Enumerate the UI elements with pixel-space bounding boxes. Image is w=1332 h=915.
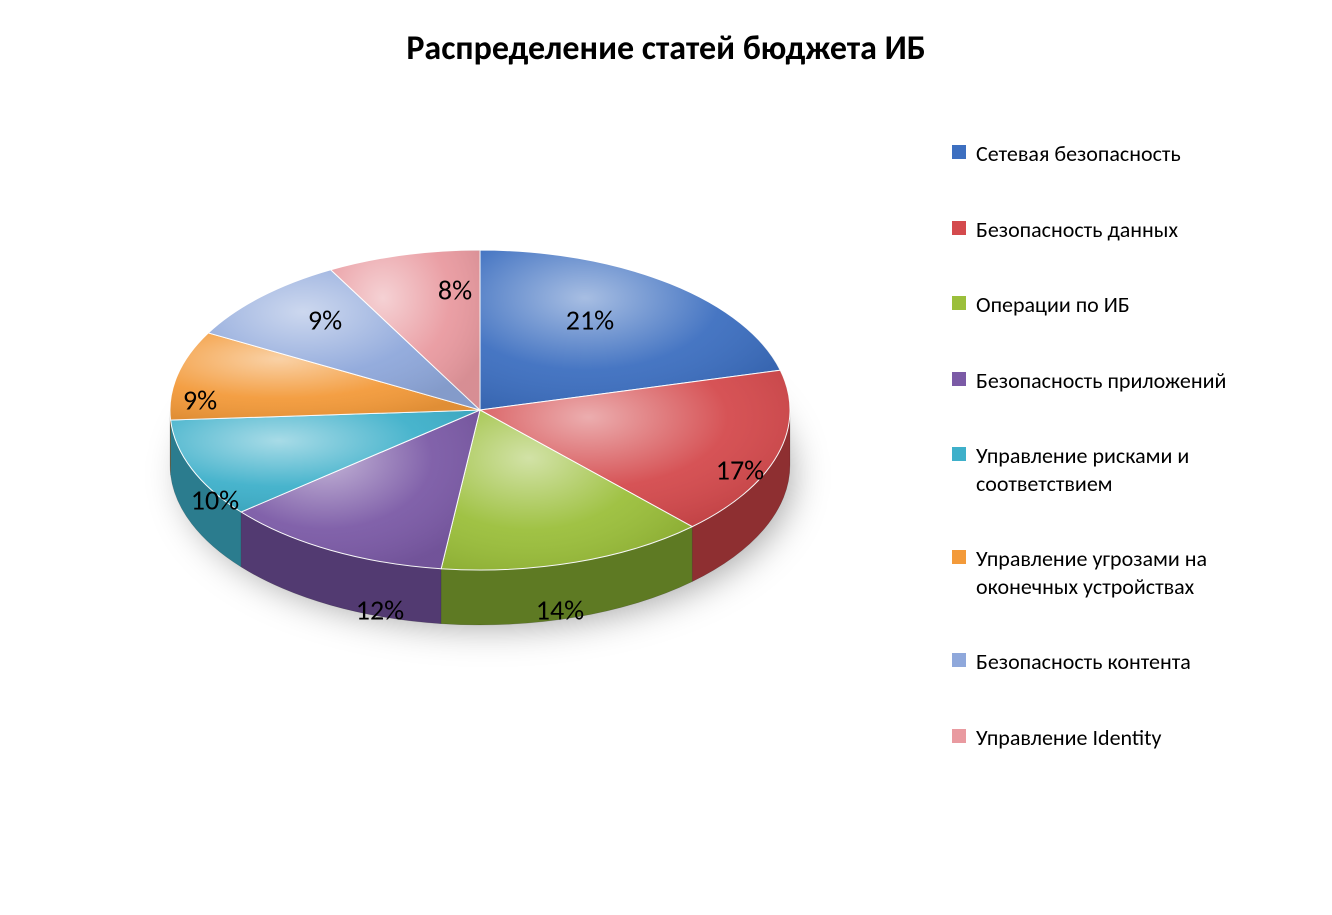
legend-swatch: [952, 296, 966, 310]
legend-label: Сетевая безопасность: [976, 140, 1181, 168]
legend-label: Управление Identity: [976, 724, 1161, 752]
legend: Сетевая безопасность Безопасность данных О…: [952, 140, 1292, 799]
slice-value-label: 21%: [566, 303, 614, 338]
legend-swatch: [952, 372, 966, 386]
legend-item: Безопасность приложений: [952, 367, 1292, 395]
legend-label: Операции по ИБ: [976, 291, 1130, 319]
legend-label: Управление рисками и соответствием: [976, 442, 1292, 497]
pie-svg: [60, 130, 860, 750]
legend-item: Сетевая безопасность: [952, 140, 1292, 168]
slice-value-label: 9%: [183, 383, 217, 418]
chart-container: Распределение статей бюджета ИБ 21% 17% 14…: [0, 0, 1332, 915]
slice-value-label: 10%: [191, 483, 239, 518]
chart-title: Распределение статей бюджета ИБ: [0, 28, 1332, 69]
legend-item: Управление рисками и соответствием: [952, 442, 1292, 497]
pie-chart: 21% 17% 14% 12% 10% 9% 9% 8%: [60, 130, 860, 750]
legend-swatch: [952, 550, 966, 564]
legend-item: Безопасность данных: [952, 216, 1292, 244]
legend-item: Операции по ИБ: [952, 291, 1292, 319]
legend-swatch: [952, 729, 966, 743]
slice-value-label: 12%: [356, 593, 404, 628]
legend-item: Управление угрозами на оконечных устройс…: [952, 545, 1292, 600]
legend-label: Безопасность контента: [976, 648, 1191, 676]
slice-value-label: 17%: [716, 453, 764, 488]
legend-label: Безопасность приложений: [976, 367, 1226, 395]
legend-swatch: [952, 145, 966, 159]
legend-item: Управление Identity: [952, 724, 1292, 752]
pie-tops: [170, 250, 790, 570]
legend-swatch: [952, 221, 966, 235]
slice-value-label: 8%: [438, 273, 472, 308]
legend-label: Безопасность данных: [976, 216, 1178, 244]
legend-swatch: [952, 653, 966, 667]
legend-label: Управление угрозами на оконечных устройс…: [976, 545, 1292, 600]
slice-value-label: 14%: [536, 593, 584, 628]
slice-value-label: 9%: [308, 303, 342, 338]
legend-item: Безопасность контента: [952, 648, 1292, 676]
legend-swatch: [952, 447, 966, 461]
